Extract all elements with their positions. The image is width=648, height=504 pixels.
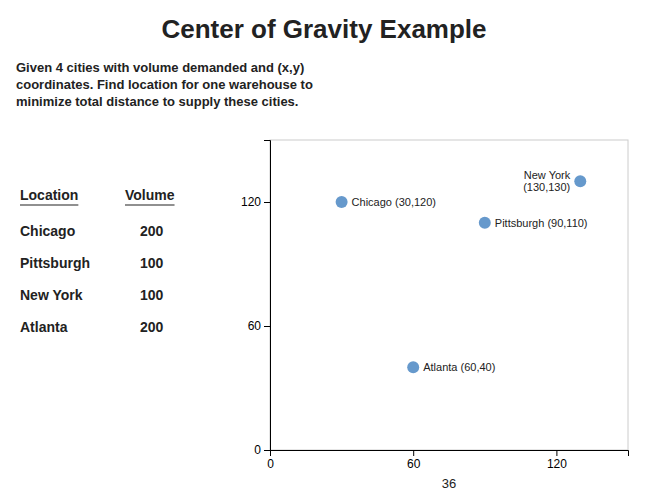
- x-axis-label: 36: [442, 476, 456, 491]
- point: [574, 175, 586, 187]
- x-tick: 0: [267, 450, 274, 471]
- y-tick-label: 0: [254, 443, 261, 457]
- table-volume: 200: [140, 319, 164, 335]
- table: Location Volume Chicago 200 Pittsburgh 100 New…: [20, 187, 175, 335]
- y-tick: 120: [241, 195, 270, 209]
- table-header-underline: [125, 204, 175, 205]
- y-tick-mark: [264, 326, 270, 327]
- point-label-line: Chicago (30,120): [352, 196, 436, 208]
- annotations: Chicago (30,120) Pittsburgh (90,110) New Y…: [352, 169, 588, 373]
- point-label-line: Atlanta (60,40): [423, 361, 495, 373]
- y-tick-mark: [264, 450, 270, 451]
- x-tick-mark: [413, 450, 414, 456]
- y-tick-mark: [264, 202, 270, 203]
- y-tick-label: 120: [241, 195, 261, 209]
- y-tick-label: 60: [248, 319, 262, 333]
- table-location: New York: [20, 287, 83, 303]
- subtitle: Given 4 cities with volume demanded and …: [16, 60, 313, 109]
- point: [479, 217, 491, 229]
- point-label-line: Pittsburgh (90,110): [495, 217, 588, 229]
- point: [407, 361, 419, 373]
- x-tick-mark: [556, 450, 557, 456]
- x-tick: 120: [547, 450, 567, 471]
- subtitle-line: coordinates. Find location for one wareh…: [16, 77, 313, 92]
- points: [336, 175, 587, 373]
- plot-frame: [270, 140, 628, 450]
- table-volume: 100: [140, 287, 164, 303]
- point-label: Pittsburgh (90,110): [495, 217, 588, 229]
- x-axis-line: [271, 451, 629, 457]
- point-label: Chicago (30,120): [352, 196, 436, 208]
- table-volume: 100: [140, 255, 164, 271]
- table-location: Atlanta: [20, 319, 68, 335]
- subtitle-line: minimize total distance to supply these …: [16, 94, 298, 109]
- x-tick-label: 0: [267, 457, 274, 471]
- subtitle-line: Given 4 cities with volume demanded and …: [16, 60, 304, 75]
- y-axis: 0 60 120: [241, 141, 271, 458]
- title: Center of Gravity Example: [161, 14, 486, 44]
- point-label-line: (130,130): [523, 181, 570, 193]
- x-axis: 0 60 120: [267, 450, 628, 471]
- point-label-line: New York: [524, 169, 571, 181]
- table-volume: 200: [140, 223, 164, 239]
- point-label: New York(130,130): [523, 169, 571, 193]
- table-header-underline: [20, 204, 78, 205]
- point-label: Atlanta (60,40): [423, 361, 495, 373]
- table-location: Chicago: [20, 223, 75, 239]
- x-tick-label: 120: [547, 457, 567, 471]
- table-header: Volume: [125, 187, 175, 203]
- chart: Center of Gravity Example Given 4 cities …: [0, 0, 648, 504]
- point: [336, 196, 348, 208]
- table-location: Pittsburgh: [20, 255, 90, 271]
- y-axis-line: [264, 141, 271, 451]
- y-tick: 0: [254, 443, 270, 457]
- table-header: Location: [20, 187, 78, 203]
- x-tick: 60: [407, 450, 421, 471]
- x-tick-label: 60: [407, 457, 421, 471]
- y-tick: 60: [248, 319, 270, 333]
